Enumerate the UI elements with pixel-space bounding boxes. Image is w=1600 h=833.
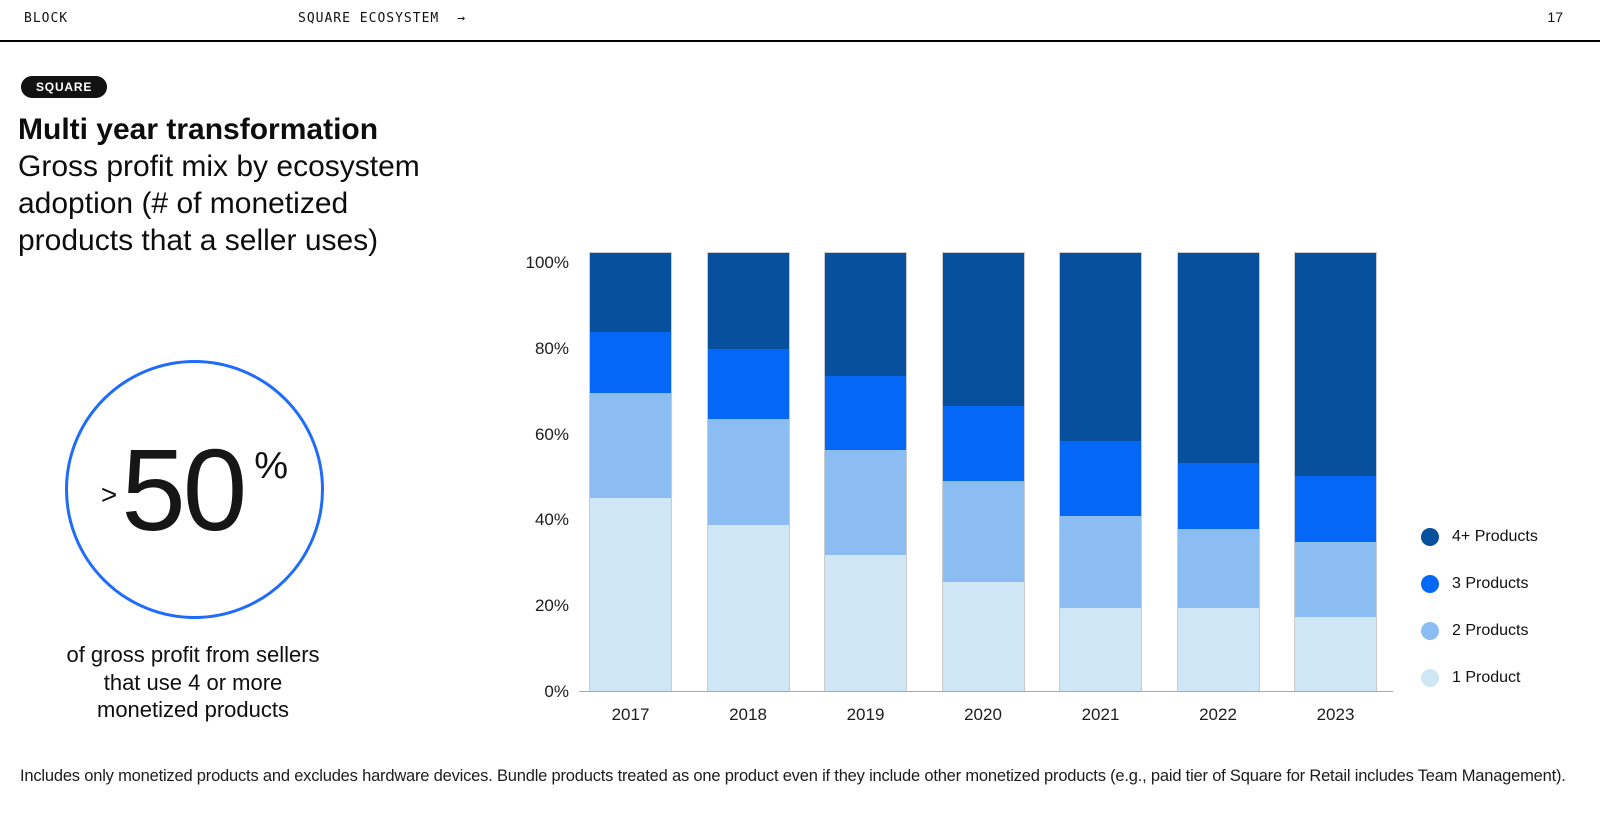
x-tick-2021: 2021 [1081,705,1120,724]
legend-label: 4+ Products [1452,528,1538,545]
x-tick-2022: 2022 [1199,705,1237,724]
x-tick-2017: 2017 [611,705,650,724]
y-tick-20%: 20% [534,596,569,616]
stacked-bar-chart: 0% 20% 40% 60% 80% 100% 2017 2018 2019 2020 2021 2… [526,250,1393,724]
legend-dot-icon [1421,622,1439,640]
footnote: Includes only monetized products and exc… [20,767,1566,785]
bar-segment-2017-2-products [590,393,671,499]
bar-segment-2023-1-product [1295,616,1376,691]
bar-segment-2020-3-products [942,406,1024,481]
bar-segment-2021-3-products [1060,441,1141,516]
bar-segment-2017-3-products [590,331,671,394]
bar-segment-2022-2-products [1177,528,1259,608]
bar-segment-2018-4+-products [707,253,789,350]
bar-segment-2017-4+-products [590,253,671,332]
bar-segment-2023-4+-products [1295,253,1376,477]
stat-caption-line-1: of gross profit from sellers [66,642,320,667]
bar-segment-2019-2-products [825,450,906,556]
legend-item-3-products: 3 Products [1421,575,1538,593]
subtitle-line-2: adoption (# of monetized [18,187,349,220]
legend-item-1-product: 1 Product [1421,669,1538,687]
x-tick-2018: 2018 [729,705,767,724]
x-axis-line [579,691,1393,692]
y-tick-0%: 0% [544,682,569,701]
bar-segment-2021-2-products [1060,515,1141,608]
percent-symbol: % [254,445,289,487]
x-tick-2023: 2023 [1316,705,1355,724]
section-label: SQUARE ECOSYSTEM [298,11,440,26]
legend-label: 3 Products [1452,575,1529,592]
bar-2021 [1059,252,1142,692]
legend-item-4+-products: 4+ Products [1421,528,1538,546]
bar-segment-2018-3-products [707,349,789,420]
y-tick-40%: 40% [534,510,569,530]
bar-segment-2021-4+-products [1060,253,1141,442]
legend-item-2-products: 2 Products [1421,622,1538,640]
top-bar: BLOCK SQUARE ECOSYSTEM → 17 [0,0,1600,42]
stat-circle: > 50 % [65,360,324,619]
bar-2017 [589,252,672,692]
bar-segment-2020-4+-products [942,253,1024,407]
bar-segment-2019-3-products [825,375,906,451]
bar-segment-2018-2-products [707,419,789,525]
bar-segment-2019-1-product [825,555,906,691]
arrow-right-icon: → [457,11,467,26]
bar-2020 [941,252,1025,692]
subtitle-line-3: products that a seller uses) [18,224,379,257]
bar-2019 [824,252,907,692]
legend-dot-icon [1421,528,1439,546]
legend-dot-icon [1421,669,1439,687]
square-badge: SQUARE [21,76,108,98]
block-logo: BLOCK [24,11,69,26]
bar-segment-2022-3-products [1177,463,1259,529]
x-tick-2019: 2019 [846,705,885,724]
bar-2023 [1294,252,1377,692]
stat-caption: of gross profit from sellers that use 4 o… [22,641,364,724]
bar-segment-2020-2-products [942,480,1024,582]
legend-label: 1 Product [1452,669,1521,686]
bar-segment-2021-1-product [1060,607,1141,691]
bar-2018 [706,252,790,692]
stat-value: 50 [121,424,247,555]
y-tick-80%: 80% [534,338,569,358]
bar-2022 [1176,252,1260,692]
y-tick-100%: 100% [525,253,569,272]
bar-segment-2017-1-product [590,498,671,691]
bar-segment-2018-1-product [707,524,789,691]
bar-segment-2022-1-product [1177,607,1259,691]
bar-segment-2023-3-products [1295,476,1376,543]
legend-dot-icon [1421,575,1439,593]
slide-title: Multi year transformation [18,113,379,146]
title-block: Multi year transformation Gross profit m… [18,111,538,259]
stat-caption-line-3: monetized products [97,697,289,722]
page-number: 17 [1547,9,1563,25]
section-breadcrumb: SQUARE ECOSYSTEM → [298,11,466,26]
bar-segment-2019-4+-products [825,253,906,376]
bar-segment-2020-1-product [942,581,1024,691]
bar-segment-2023-2-products [1295,542,1376,617]
slide-subtitle: Gross profit mix by ecosystem adoption (#… [18,148,538,259]
greater-than-symbol: > [100,478,118,510]
bar-segment-2022-4+-products [1177,253,1259,464]
chart-legend: 4+ Products 3 Products 2 Products 1 Product [1421,528,1538,687]
x-tick-2020: 2020 [964,705,1002,724]
subtitle-line-1: Gross profit mix by ecosystem [18,150,420,183]
stat-caption-line-2: that use 4 or more [103,669,283,695]
y-tick-60%: 60% [534,424,569,444]
legend-label: 2 Products [1452,622,1529,639]
